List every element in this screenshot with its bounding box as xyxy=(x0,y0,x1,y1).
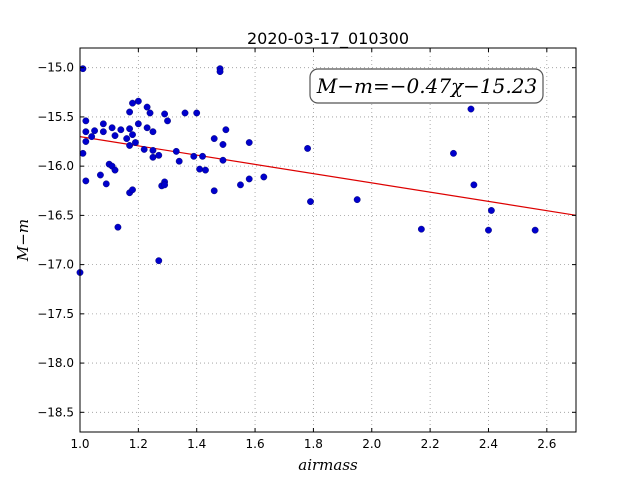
x-tick-label: 1.0 xyxy=(70,437,89,451)
x-tick-label: 1.6 xyxy=(246,437,265,451)
data-point xyxy=(196,165,204,173)
fit-line xyxy=(79,136,577,216)
data-point xyxy=(134,120,142,128)
y-tick-label: −15.5 xyxy=(37,110,74,124)
data-point xyxy=(102,180,110,188)
data-point xyxy=(82,128,90,136)
annotation-box xyxy=(309,68,544,104)
data-point xyxy=(82,117,90,125)
data-point xyxy=(175,157,183,165)
data-point xyxy=(129,99,136,107)
data-point xyxy=(108,124,116,132)
x-tick-label: 1.8 xyxy=(304,437,323,451)
data-point xyxy=(161,181,169,189)
data-points xyxy=(76,65,539,276)
data-point xyxy=(129,186,136,194)
data-point xyxy=(88,133,96,141)
x-ticks: 1.0 1.2 1.4 1.6 1.8 2.0 2.2 2.4 2.6 xyxy=(70,48,556,451)
data-point xyxy=(164,117,171,125)
annotation-text: M−m=−0.47χ−15.23 xyxy=(316,74,537,98)
data-point xyxy=(97,171,104,179)
data-point xyxy=(531,226,539,234)
data-point xyxy=(485,226,492,234)
data-point xyxy=(126,125,134,133)
data-point xyxy=(181,109,189,117)
x-tick-label: 1.4 xyxy=(187,437,206,451)
data-point xyxy=(143,103,151,111)
data-point xyxy=(126,142,134,149)
data-point xyxy=(467,105,475,113)
data-point xyxy=(216,68,224,76)
data-point xyxy=(219,156,227,164)
data-point xyxy=(149,146,157,154)
data-point xyxy=(202,166,209,174)
data-point xyxy=(450,149,457,157)
equation-annotation: M−m=−0.47χ−15.23 xyxy=(309,68,544,104)
data-point xyxy=(219,141,227,148)
data-point xyxy=(304,145,311,152)
data-point xyxy=(260,173,268,181)
y-tick-label: −18.5 xyxy=(37,405,74,419)
data-point xyxy=(123,135,131,142)
data-point xyxy=(149,153,157,161)
data-point xyxy=(199,152,206,160)
data-point xyxy=(353,196,361,204)
data-point xyxy=(245,175,253,183)
data-point xyxy=(146,109,154,117)
x-tick-label: 2.6 xyxy=(537,437,556,451)
data-point xyxy=(111,132,119,140)
data-point xyxy=(155,257,163,265)
plot-frame xyxy=(79,47,577,433)
data-point xyxy=(149,128,157,136)
y-tick-label: −17.5 xyxy=(37,307,74,321)
chart-title: 2020-03-17_010300 xyxy=(247,29,409,49)
data-point xyxy=(129,131,136,139)
data-point xyxy=(155,151,163,159)
data-point xyxy=(307,198,314,206)
y-tick-label: −16.0 xyxy=(37,159,74,173)
data-point xyxy=(99,120,107,128)
data-point xyxy=(237,181,244,189)
x-tick-label: 1.2 xyxy=(129,437,148,451)
data-point xyxy=(161,110,169,118)
data-point xyxy=(79,65,87,73)
x-axis-label: airmass xyxy=(298,456,358,474)
data-point xyxy=(132,139,139,146)
data-point xyxy=(245,139,253,146)
y-axis-label: M−m xyxy=(14,219,32,262)
y-tick-label: −15.0 xyxy=(37,61,74,75)
data-point xyxy=(117,126,125,134)
data-point xyxy=(99,128,107,136)
plot-area xyxy=(80,48,576,432)
data-point xyxy=(134,97,142,105)
data-point xyxy=(172,147,180,155)
data-point xyxy=(82,138,90,145)
y-tick-label: −18.0 xyxy=(37,356,74,370)
x-tick-label: 2.4 xyxy=(479,437,498,451)
data-point xyxy=(222,126,230,134)
x-tick-label: 2.0 xyxy=(362,437,381,451)
y-ticks: −15.0 −15.5 −16.0 −16.5 −17.0 −17.5 −18.0 −18.5 xyxy=(37,61,576,419)
data-point xyxy=(140,146,148,153)
data-point xyxy=(487,207,495,214)
data-point xyxy=(79,149,87,157)
data-point xyxy=(210,135,218,142)
data-point xyxy=(193,109,201,117)
data-point xyxy=(210,187,218,195)
data-point xyxy=(126,108,134,116)
data-point xyxy=(111,166,119,174)
data-point xyxy=(470,181,478,189)
data-point xyxy=(417,225,425,233)
y-tick-label: −17.0 xyxy=(37,258,74,272)
data-point xyxy=(143,124,151,132)
x-tick-label: 2.2 xyxy=(421,437,440,451)
y-tick-label: −16.5 xyxy=(37,208,74,222)
data-point xyxy=(82,177,90,185)
data-point xyxy=(91,127,98,135)
fit-line-group xyxy=(79,136,577,216)
data-point xyxy=(190,152,198,160)
data-point xyxy=(114,223,122,231)
